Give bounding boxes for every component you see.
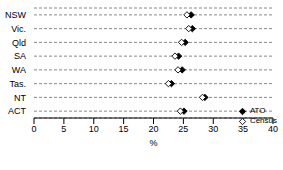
svg-text:40: 40 (268, 124, 275, 134)
svg-text:20: 20 (148, 124, 158, 134)
svg-text:5: 5 (61, 124, 66, 134)
svg-text:SA: SA (14, 51, 26, 61)
svg-text:NSW: NSW (8, 10, 27, 20)
svg-text:Vic.: Vic. (11, 24, 26, 34)
svg-text:NT: NT (14, 93, 26, 103)
svg-text:30: 30 (208, 124, 218, 134)
svg-text:ACT: ACT (8, 106, 27, 116)
svg-text:25: 25 (178, 124, 188, 134)
svg-text:10: 10 (89, 124, 99, 134)
svg-text:%: % (149, 138, 157, 148)
svg-text:Tas.: Tas. (9, 79, 26, 89)
svg-text:0: 0 (31, 124, 36, 134)
html-text:Census: Census (249, 116, 277, 125)
svg-text:WA: WA (12, 65, 26, 75)
svg-text:Qld: Qld (12, 38, 26, 48)
html-text:ATO: ATO (249, 106, 266, 115)
svg-text:15: 15 (119, 124, 129, 134)
svg-text:35: 35 (238, 124, 248, 134)
